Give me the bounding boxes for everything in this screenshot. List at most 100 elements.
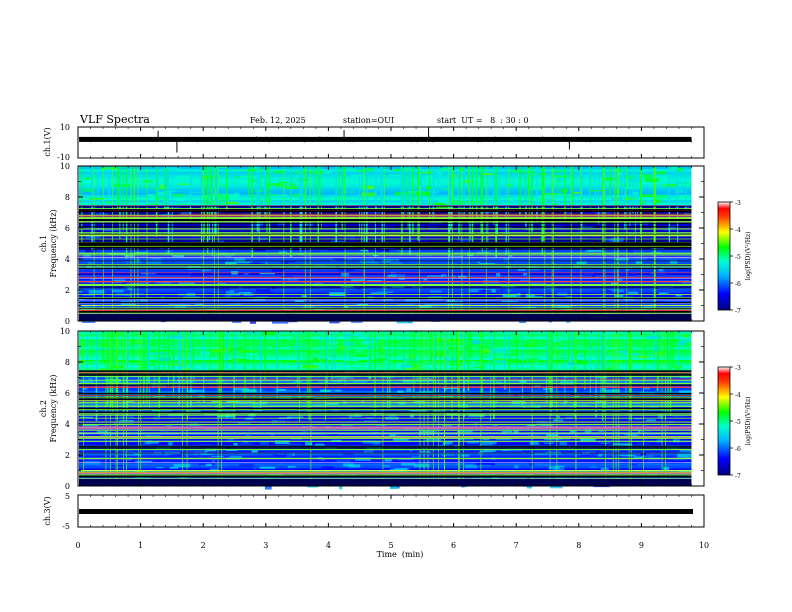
ch2-spectrogram-patch — [211, 339, 220, 342]
ch2-spectrogram-patch — [415, 392, 423, 394]
ch2-spectrogram-patch — [285, 354, 294, 357]
ch2-spectrogram-patch — [464, 464, 478, 469]
ch2-spectrogram-patch — [156, 357, 171, 362]
ch1-spectrogram-patch — [251, 179, 257, 182]
ch2-spectrogram-patch — [238, 350, 255, 353]
ch2-spectrogram-patch — [420, 348, 424, 351]
ch2-spectrogram-patch — [239, 442, 253, 446]
ch1-spectrogram-patch — [397, 264, 402, 268]
ch2-spectrogram-patch — [629, 351, 642, 354]
ch1-spectrogram-patch — [552, 170, 566, 172]
ch2-spectrogram-patch — [112, 361, 118, 364]
ch1-spectrogram-patch — [502, 293, 518, 298]
ch1-spectrogram-patch — [248, 169, 254, 172]
ch2-spectrogram-band — [79, 447, 692, 451]
ch2-spectrogram-patch — [557, 336, 569, 341]
ch1-spectrogram-band — [79, 191, 692, 195]
x-tick-label: 4 — [326, 541, 331, 550]
ch1-spectrogram-patch — [162, 228, 167, 231]
ch2-spectrogram-patch — [312, 404, 327, 406]
ch2-spectrogram-patch — [529, 463, 534, 466]
ch2-spectrogram-patch — [148, 352, 155, 355]
ch1-spectrogram-patch — [226, 259, 240, 262]
ch2-spectrogram-patch — [259, 466, 276, 469]
ch2-spectrogram-patch — [438, 394, 454, 399]
ch1-spectrogram-patch — [225, 261, 237, 265]
ch1-spectrogram-patch — [288, 260, 296, 263]
ch2-colorbar-tick-label: -7 — [735, 473, 741, 480]
ch2-spectrogram-patch — [302, 364, 319, 369]
ch2-spectrogram-patch — [196, 459, 214, 461]
ch1-spectrogram-patch — [351, 177, 360, 179]
ch2-spectrogram-patch — [647, 419, 656, 422]
ch2-spectrogram-patch — [639, 430, 651, 434]
ch1-spectrogram-patch — [669, 225, 676, 230]
ch1-spectrogram-patch — [190, 274, 207, 277]
ch1-spectrogram-patch — [230, 172, 238, 175]
ch2-spectrogram-patch — [488, 332, 497, 334]
ch1-spectrogram-patch — [486, 182, 495, 185]
ch1-spectrogram-patch — [228, 250, 233, 253]
ch1-spectrogram-patch — [351, 279, 365, 283]
ch1-spectrogram-patch — [365, 185, 374, 190]
ch2-spectrogram-patch — [211, 458, 215, 463]
ch1-spectrogram-patch — [625, 240, 635, 243]
ch2-spectrogram-patch — [382, 360, 392, 364]
ch1-spectrogram-patch — [505, 266, 511, 268]
ch2-spectrogram-patch — [390, 435, 408, 437]
ch1-spectrogram-patch — [675, 294, 682, 297]
ch2-spectrogram-patch — [310, 384, 321, 388]
ch2-spectrogram-patch — [409, 351, 423, 354]
ch1-spectrogram-band — [79, 171, 692, 175]
ch1-spectrogram-patch — [445, 312, 450, 315]
ch1-spectrogram-patch — [655, 195, 668, 199]
ch1-spectrogram-patch — [178, 183, 191, 185]
ch2-spectrogram-ylabel-channel: ch.2 — [39, 400, 48, 417]
ch1-spectrogram-patch — [267, 194, 280, 196]
ch2-spectrogram-patch — [565, 393, 571, 397]
ch2-spectrogram-patch — [420, 377, 433, 382]
ch1-spectrogram-patch — [331, 196, 348, 201]
ch2-colorbar-tick-label: -6 — [735, 446, 741, 453]
ch1-spectrogram-band — [79, 302, 692, 306]
ch2-spectrogram-patch — [421, 336, 435, 339]
x-tick-label: 5 — [388, 541, 393, 550]
ch1-spectrogram-patch — [647, 254, 658, 258]
ch1-spectrogram-patch — [229, 194, 239, 198]
ch1-spectrogram-patch — [272, 207, 284, 209]
ch2-spectrogram-band — [79, 418, 692, 422]
ch2-spectrogram-patch — [509, 334, 516, 337]
ch2-spectrogram-patch — [554, 465, 565, 468]
ch1-spectrogram-patch — [153, 187, 168, 190]
ch2-spectrogram-patch — [260, 331, 277, 336]
ch2-spectrogram-patch — [270, 434, 275, 436]
ch2-spectrogram-patch — [190, 389, 205, 393]
ch1-spectrogram-patch — [604, 239, 611, 242]
ch1-colorbar-tick-label: -7 — [735, 308, 741, 315]
ch2-spectrogram-patch — [470, 361, 477, 363]
ch2-spectrogram-patch — [234, 345, 251, 350]
ch2-spectrogram-patch — [619, 416, 628, 420]
ch1-spectrogram-patch — [609, 239, 618, 243]
ch1-spectrogram-gap — [691, 166, 704, 321]
ch1-spectrogram-patch — [221, 183, 228, 187]
ch1-spectrogram-patch — [579, 265, 585, 269]
ch2-spectrogram-patch — [343, 463, 354, 467]
ch2-spectrogram-patch — [283, 453, 293, 458]
ch1-spectrogram-band — [79, 282, 692, 286]
ch1-spectrogram-patch — [219, 236, 225, 239]
ch2-spectrogram-patch — [245, 383, 250, 386]
ch1-spectrogram-patch — [239, 176, 257, 178]
ch1-spectrogram-patch — [347, 167, 356, 170]
ch2-spectrogram-patch — [251, 347, 265, 351]
ch2-spectrogram-patch — [296, 362, 314, 365]
ch2-spectrogram-ytick-label: 6 — [65, 389, 70, 398]
ch2-spectrogram-patch — [170, 332, 182, 336]
ch1-spectrogram-patch — [420, 190, 426, 193]
ch2-spectrogram-patch — [540, 354, 549, 356]
ch2-spectrogram-patch — [397, 390, 404, 394]
ch1-spectrogram-patch — [346, 237, 352, 240]
ch2-spectrogram-patch — [378, 352, 395, 357]
ch1-spectrogram-patch — [100, 217, 113, 221]
ch2-spectrogram-patch — [356, 348, 363, 353]
